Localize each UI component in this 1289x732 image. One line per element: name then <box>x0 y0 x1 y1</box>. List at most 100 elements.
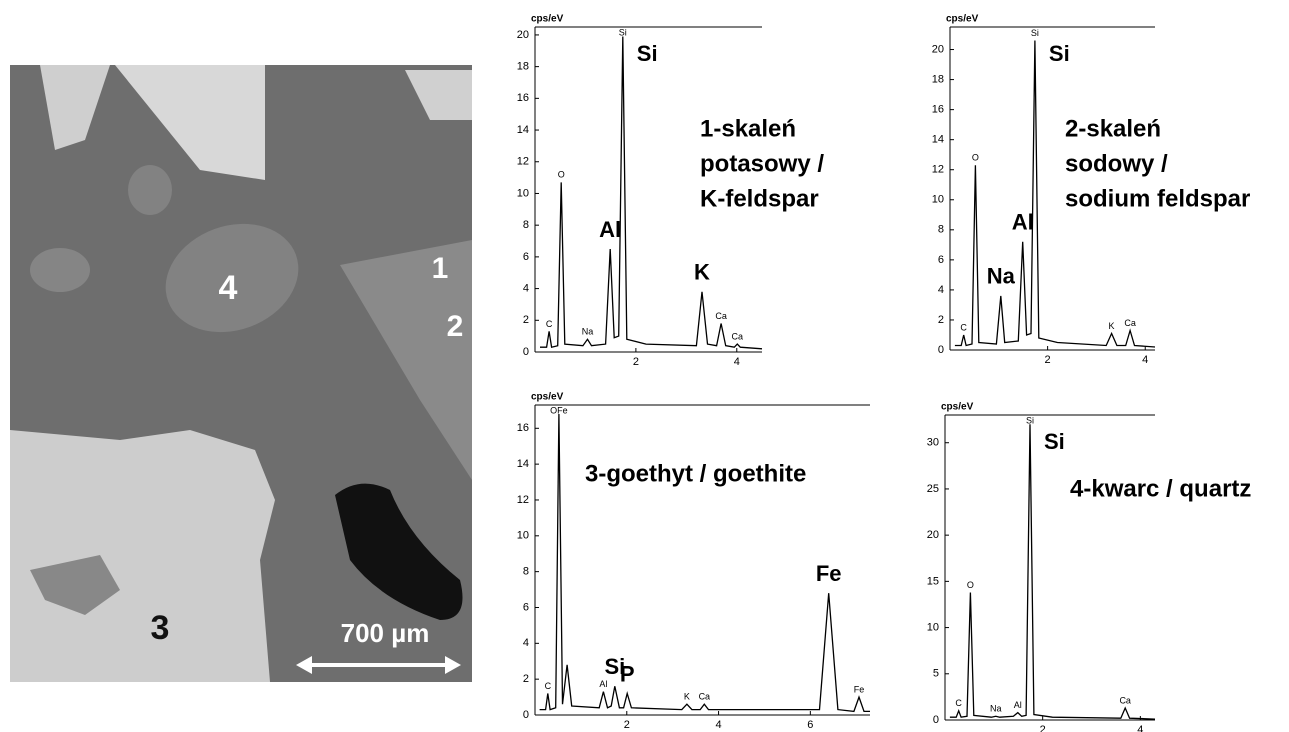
y-axis-label: cps/eV <box>941 402 974 413</box>
page: 1 2 3 4 700 µm cps/eV0246810121416182024… <box>0 0 1289 732</box>
y-axis-label: cps/eV <box>946 14 979 25</box>
peak-label: Al <box>1014 700 1022 710</box>
description: K-feldspar <box>700 185 819 212</box>
description: 2-skaleń <box>1065 115 1161 142</box>
image-label: 1 <box>432 252 449 285</box>
y-tick-label: 0 <box>933 714 939 726</box>
y-tick-label: 15 <box>927 575 939 587</box>
sem-image: 1 2 3 4 700 µm <box>10 65 472 682</box>
y-tick-label: 6 <box>523 601 529 613</box>
x-tick-label: 2 <box>1045 354 1051 366</box>
peak-label: O <box>967 580 974 590</box>
y-tick-label: 30 <box>927 437 939 449</box>
spectrum-line <box>950 424 1155 719</box>
image-label: 2 <box>447 310 464 343</box>
peak-label: O <box>558 170 565 180</box>
image-label: 4 <box>219 269 238 307</box>
element-label: Si <box>1044 429 1065 454</box>
description: 1-skaleń <box>700 115 796 142</box>
y-tick-label: 12 <box>517 494 529 506</box>
x-tick-label: 6 <box>807 719 813 731</box>
figure: 1 2 3 4 700 µm cps/eV0246810121416182024… <box>0 0 1289 732</box>
peak-label: C <box>955 698 962 708</box>
peak-label: C <box>546 319 553 329</box>
peak-label: Ca <box>1119 695 1131 705</box>
y-tick-label: 4 <box>523 282 529 294</box>
peak-label: Si <box>1026 415 1034 425</box>
y-tick-label: 4 <box>523 637 529 649</box>
description: sodowy / <box>1065 150 1168 177</box>
element-label: Na <box>987 264 1016 289</box>
y-tick-label: 14 <box>932 134 944 146</box>
element-label: Si <box>1049 41 1070 66</box>
y-tick-label: 16 <box>932 104 944 116</box>
x-tick-label: 2 <box>633 356 639 368</box>
y-tick-label: 4 <box>938 284 944 296</box>
y-tick-label: 8 <box>523 219 529 231</box>
y-tick-label: 10 <box>517 530 529 542</box>
y-tick-label: 8 <box>523 566 529 578</box>
description: 4-kwarc / quartz <box>1070 475 1251 502</box>
image-label: 3 <box>151 609 170 647</box>
y-tick-label: 12 <box>932 164 944 176</box>
peak-label: Ca <box>732 331 744 341</box>
peak-label: K <box>1109 321 1115 331</box>
element-label: K <box>694 260 710 285</box>
x-tick-label: 4 <box>734 356 740 368</box>
element-label: P <box>620 661 635 686</box>
y-tick-label: 20 <box>927 529 939 541</box>
element-label: Al <box>599 217 621 242</box>
peak-label: Ca <box>715 311 727 321</box>
description: sodium feldspar <box>1065 185 1250 212</box>
y-tick-label: 16 <box>517 422 529 434</box>
grain <box>30 248 90 292</box>
y-tick-label: 25 <box>927 483 939 495</box>
element-label: Al <box>1012 210 1034 235</box>
x-tick-label: 2 <box>1040 724 1046 732</box>
element-label: Fe <box>816 561 842 586</box>
y-tick-label: 0 <box>523 709 529 721</box>
y-tick-label: 20 <box>517 29 529 41</box>
peak-label: O <box>972 153 979 163</box>
x-tick-label: 4 <box>715 719 721 731</box>
y-tick-label: 2 <box>523 673 529 685</box>
y-tick-label: 18 <box>932 73 944 85</box>
y-tick-label: 10 <box>517 187 529 199</box>
y-tick-label: 6 <box>523 251 529 263</box>
y-tick-label: 0 <box>938 344 944 356</box>
peak-label: Si <box>1031 28 1039 38</box>
peak-label: Na <box>990 704 1002 714</box>
x-tick-label: 4 <box>1137 724 1143 732</box>
peak-label: K <box>684 692 690 702</box>
peak-label: Ca <box>699 692 711 702</box>
peak-label: Ca <box>1124 318 1136 328</box>
description: 3-goethyt / goethite <box>585 460 806 487</box>
description: potasowy / <box>700 150 824 177</box>
y-axis-label: cps/eV <box>531 14 564 25</box>
y-tick-label: 10 <box>932 194 944 206</box>
y-axis-label: cps/eV <box>531 392 564 403</box>
y-tick-label: 20 <box>932 43 944 55</box>
y-tick-label: 12 <box>517 156 529 168</box>
y-tick-label: 14 <box>517 124 529 136</box>
element-label: Si <box>637 41 658 66</box>
y-tick-label: 2 <box>523 314 529 326</box>
y-tick-label: 6 <box>938 254 944 266</box>
x-tick-label: 2 <box>624 719 630 731</box>
y-tick-label: 18 <box>517 61 529 73</box>
scale-bar-label: 700 µm <box>341 618 430 648</box>
peak-label: Fe <box>854 684 865 694</box>
y-tick-label: 2 <box>938 314 944 326</box>
peak-label: Al <box>599 679 607 689</box>
y-tick-label: 0 <box>523 346 529 358</box>
y-tick-label: 10 <box>927 621 939 633</box>
grain <box>128 165 172 215</box>
peak-label: OFe <box>550 405 568 415</box>
y-tick-label: 8 <box>938 224 944 236</box>
y-tick-label: 14 <box>517 458 529 470</box>
peak-label: C <box>545 681 552 691</box>
y-tick-label: 16 <box>517 92 529 104</box>
y-tick-label: 5 <box>933 668 939 680</box>
peak-label: Na <box>582 327 594 337</box>
peak-label: C <box>960 322 967 332</box>
